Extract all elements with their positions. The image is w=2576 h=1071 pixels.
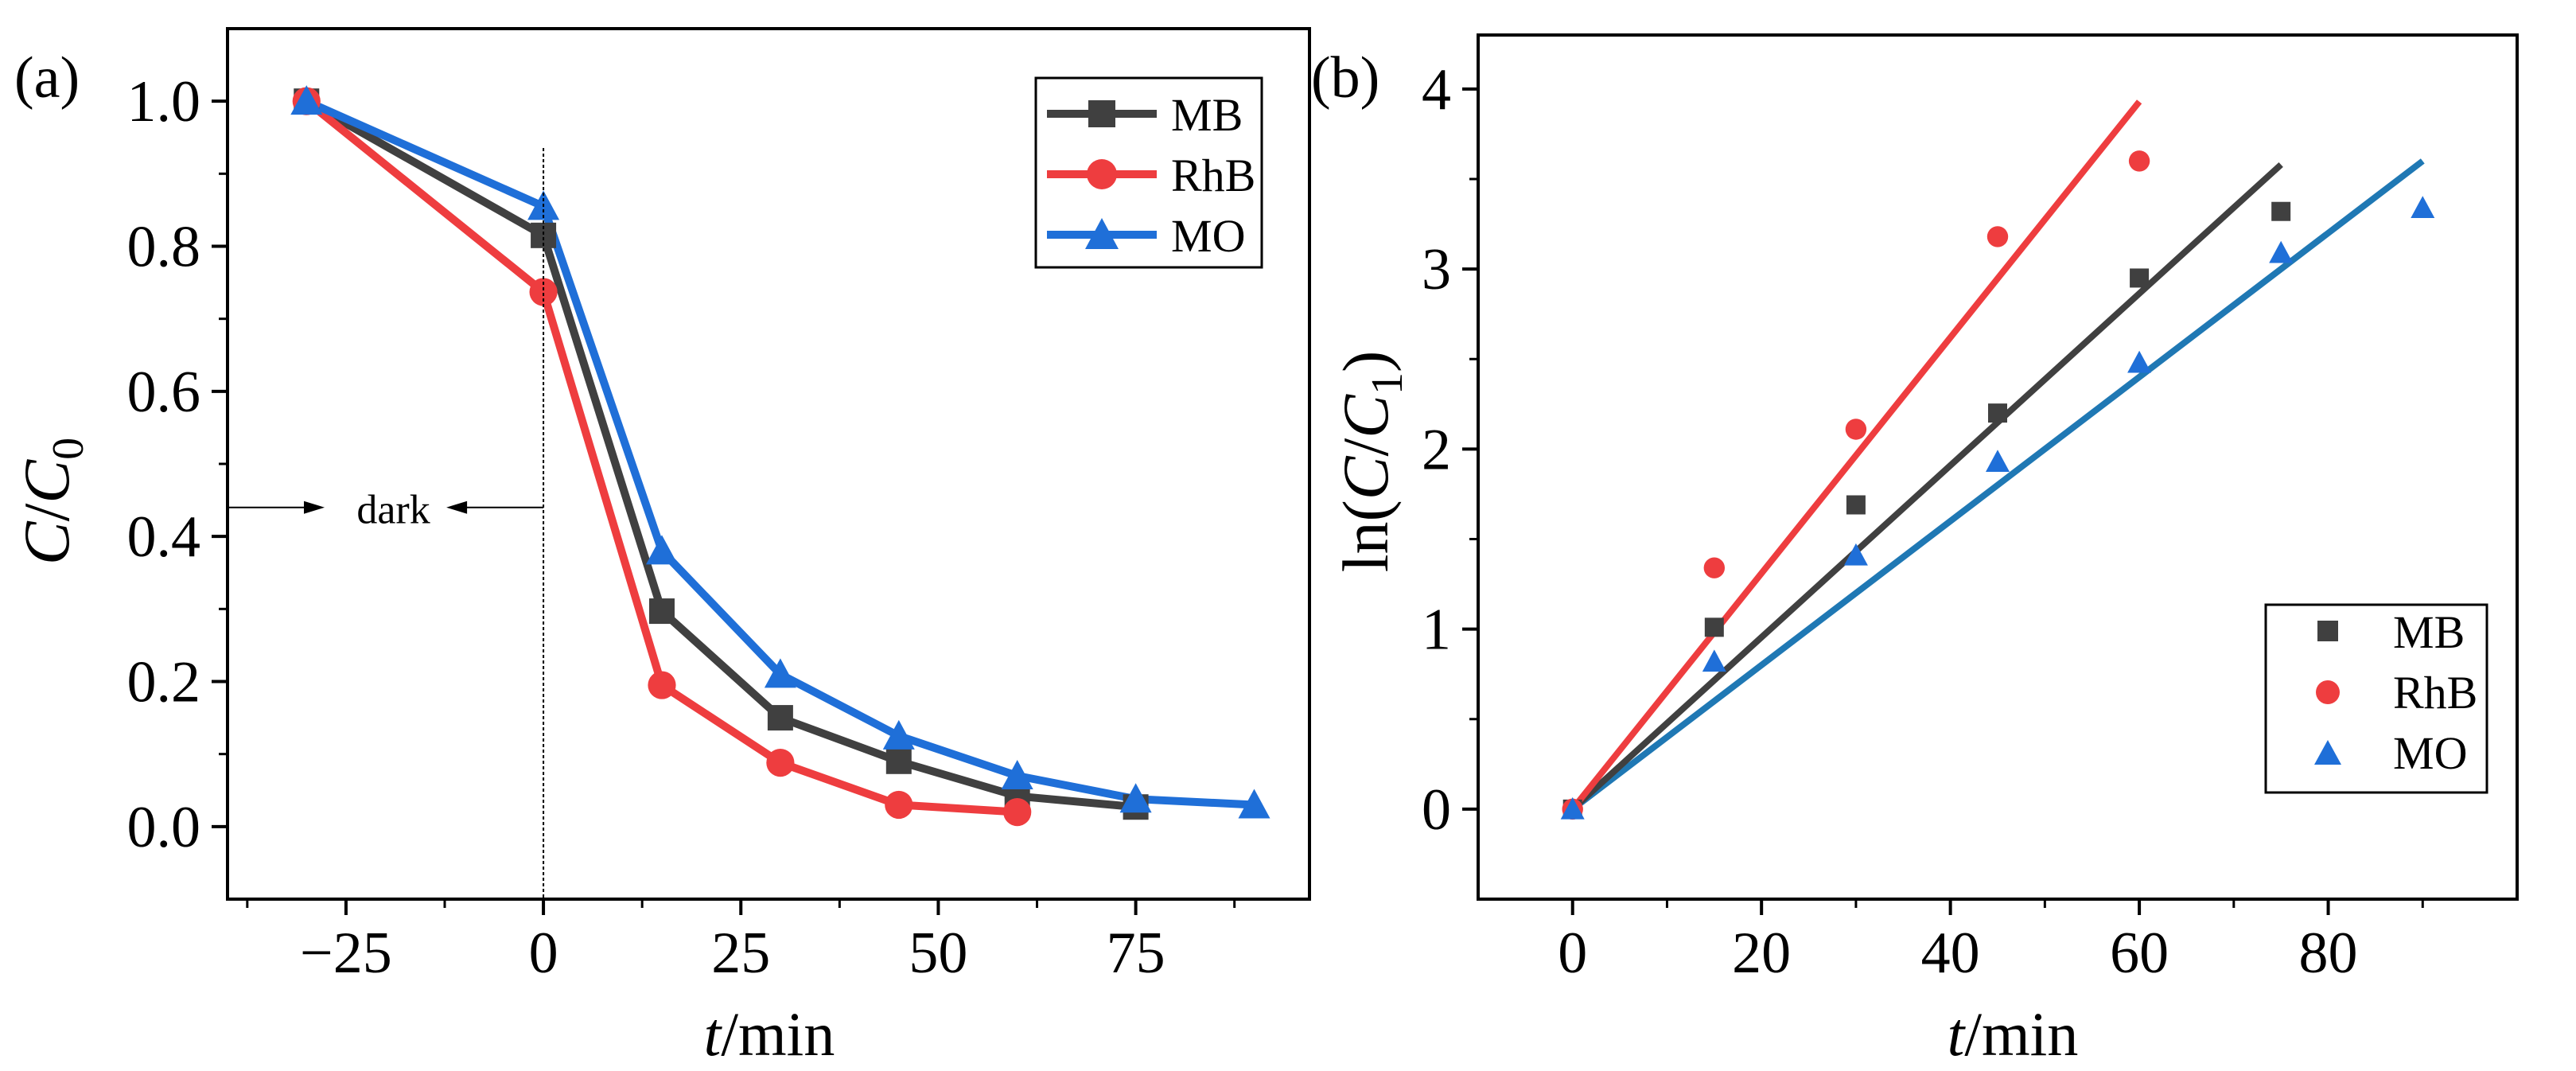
legend-a: MB RhB MO (1034, 76, 1263, 269)
data-point-mb (648, 598, 675, 625)
x-tick-label: 80 (2299, 921, 2358, 986)
data-point-mb (1846, 495, 1866, 515)
dark-arrowhead-left (304, 500, 325, 514)
y-tick-label: 2 (1422, 417, 1451, 482)
x-tick-label: 75 (1107, 921, 1165, 986)
legend-entry-mo: MO (1047, 210, 1245, 262)
panel-a-degradation-chart: (a) −25 0 25 50 75 0.0 0.2 0.4 0.6 0.8 1.0 dark t/… (10, 27, 1311, 1069)
x-tick-label: 0 (529, 921, 558, 986)
data-point-mo (2411, 196, 2435, 218)
legend-entry-rhb-b: RhB (2316, 667, 2477, 719)
data-point-mo (2127, 350, 2152, 373)
x-tick-label: 25 (711, 921, 770, 986)
data-point-rhb (885, 790, 913, 820)
legend-label-rhb-b: RhB (2393, 667, 2477, 719)
fit-line-mo (1570, 158, 2425, 812)
data-point-rhb (648, 671, 676, 699)
y-axis-label-b: ln(C/C1) (1329, 351, 1412, 573)
data-point-mo (1560, 796, 1585, 820)
y-tick-label: 0.2 (127, 650, 201, 715)
data-point-mo (1001, 760, 1033, 790)
data-point-rhb (1986, 226, 2009, 247)
x-tick-label: 40 (1921, 921, 1980, 986)
y-tick-label: 0.4 (127, 504, 201, 570)
legend-label-mb: MB (1171, 89, 1243, 141)
x-tick-label: 0 (1558, 921, 1587, 986)
data-point-mo (1702, 649, 1726, 672)
y-tick-label: 0.8 (127, 215, 201, 280)
data-point-mo (1238, 789, 1270, 819)
legend-entry-mo-b: MO (2314, 727, 2467, 779)
panel-label-a: (a) (14, 45, 80, 111)
y-tick-label: 4 (1422, 57, 1451, 123)
panel-b-kinetics-chart: (b) 0 20 40 60 80 0 1 2 3 4 t/min ln(C/C1) MB RhB… (1311, 33, 2519, 1069)
y-axis-label-a: C/C0 (10, 438, 93, 565)
fit-line-rhb (1570, 99, 2142, 812)
legend-marker-mo (1085, 218, 1119, 249)
series-line-mo (305, 97, 1255, 809)
x-tick-label: 60 (2110, 921, 2169, 986)
data-point-mb (885, 748, 912, 774)
plot-frame-a (226, 27, 1311, 901)
data-point-mo (1986, 450, 2010, 472)
y-tick-label: 1 (1422, 598, 1451, 663)
data-point-rhb (2128, 150, 2150, 172)
dark-arrowhead-right (446, 500, 468, 514)
legend-marker-rhb (1087, 159, 1117, 189)
data-point-rhb (529, 278, 558, 306)
data-point-mo (645, 535, 678, 565)
y-tick-label: 3 (1422, 237, 1451, 302)
legend-marker-mb-b (2317, 621, 2338, 641)
y-tick-label: 0 (1422, 777, 1451, 843)
data-point-mo (764, 658, 796, 688)
y-tick-label: 1.0 (127, 69, 201, 134)
dark-annotation-label: dark (356, 488, 430, 533)
legend-marker-mb (1088, 100, 1115, 127)
data-point-mb (1988, 403, 2007, 423)
data-point-rhb (1003, 798, 1032, 827)
data-point-mo (2269, 240, 2294, 263)
legend-label-rhb: RhB (1171, 150, 1255, 201)
legend-b: MB RhB MO (2264, 603, 2488, 794)
data-point-mo (290, 85, 323, 115)
data-point-mo (1119, 783, 1152, 813)
data-point-mb (2271, 201, 2291, 221)
panel-label-b: (b) (1311, 45, 1379, 111)
x-tick-label: 20 (1732, 921, 1791, 986)
legend-entry-mb-b: MB (2317, 606, 2465, 658)
series-line-rhb (304, 98, 1018, 816)
legend-label-mo-b: MO (2393, 727, 2467, 779)
legend-label-mb-b: MB (2393, 606, 2465, 658)
data-point-mo (882, 719, 915, 750)
data-point-rhb (1845, 419, 1867, 440)
plot-frame-b (1477, 33, 2519, 901)
data-point-rhb (1703, 557, 1726, 578)
legend-marker-mo-b (2314, 740, 2341, 765)
legend-entry-rhb: RhB (1047, 150, 1255, 201)
x-axis-label-b: t/min (1948, 999, 2079, 1069)
legend-marker-rhb-b (2316, 680, 2340, 704)
legend-entry-mb: MB (1047, 89, 1243, 141)
data-point-mb (2130, 268, 2150, 288)
series-line-mb (304, 97, 1137, 812)
data-point-mb (767, 705, 793, 731)
fit-line-mb (1570, 162, 2283, 812)
y-tick-label: 0.0 (127, 795, 201, 860)
data-point-rhb (766, 749, 795, 777)
data-point-mb (1704, 617, 1724, 637)
y-tick-label: 0.6 (127, 360, 201, 425)
x-axis-label-a: t/min (704, 999, 835, 1069)
x-tick-label: −25 (300, 921, 392, 986)
legend-label-mo: MO (1171, 210, 1245, 262)
data-point-mo (1843, 543, 1868, 566)
x-tick-label: 50 (909, 921, 967, 986)
